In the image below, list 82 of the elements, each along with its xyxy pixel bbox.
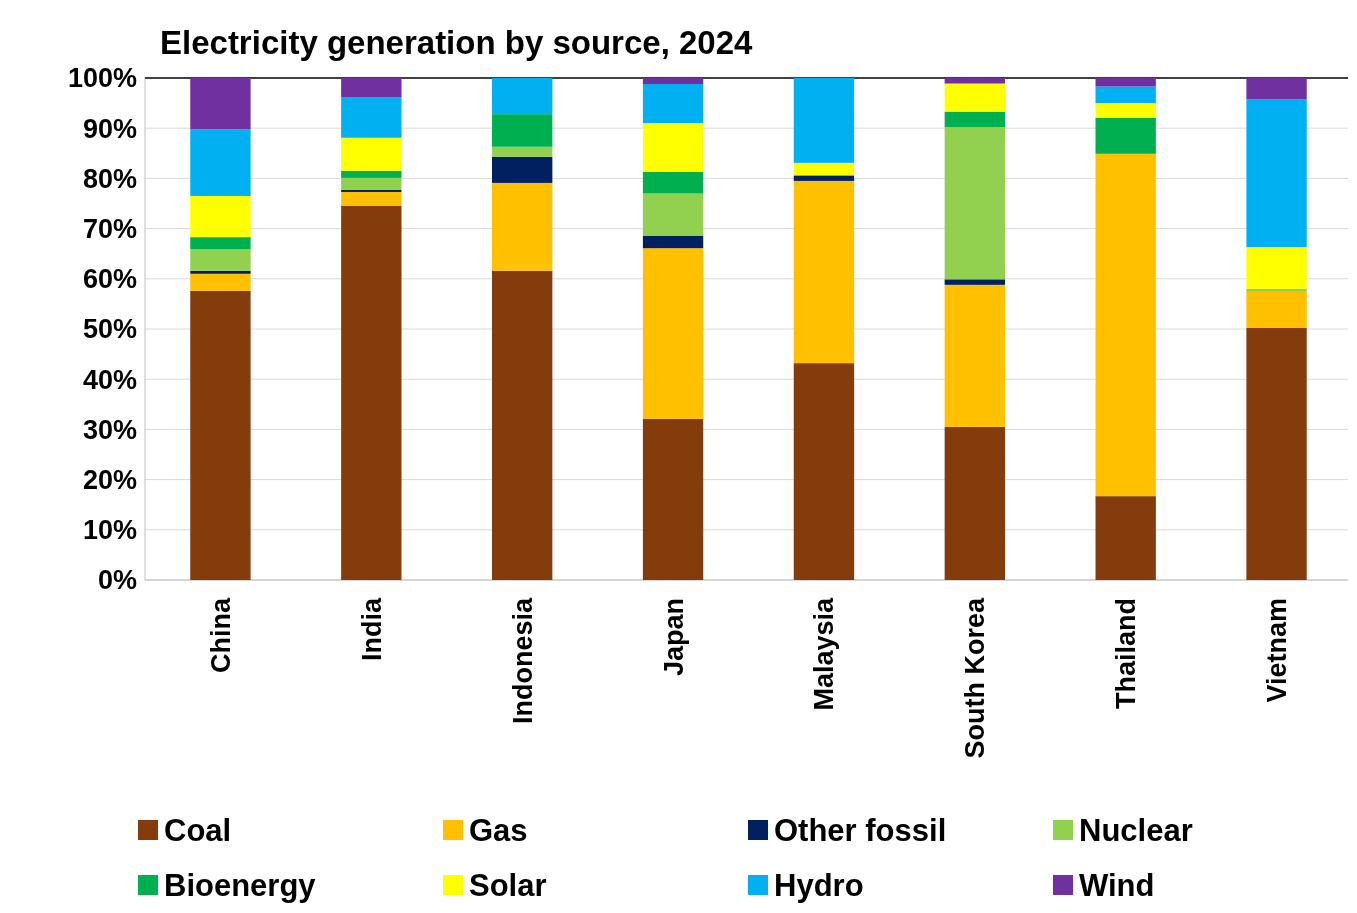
y-tick-label: 100% [67,63,137,94]
x-tick-label: South Korea [960,597,991,759]
bar [1095,78,1156,87]
bar [944,111,1005,128]
bar [642,171,704,194]
bar [642,235,704,249]
x-tick-label: Japan [658,598,689,677]
y-tick-label: 10% [82,515,137,546]
y-tick-label: 0% [97,565,137,596]
bar [944,279,1005,285]
chart-title: Electricity generation by source, 2024 [160,24,754,61]
y-tick-label: 40% [82,364,137,395]
bar [944,83,1005,112]
bar [1246,288,1307,292]
bar [1246,328,1307,580]
bar [341,189,402,192]
legend-label: Other fossil [774,812,947,848]
y-tick-label: 80% [82,163,137,194]
bar [642,193,704,236]
bar [341,97,402,138]
bar [642,418,704,580]
bar [1095,153,1156,497]
y-tick-label: 90% [82,113,137,144]
legend-label: Nuclear [1079,812,1193,848]
x-tick-label: Indonesia [507,597,538,725]
bar [190,249,251,271]
x-tick-label: Thailand [1111,598,1142,710]
bar [341,191,402,207]
bar [341,137,402,171]
bar [944,426,1005,580]
bar [793,175,855,181]
x-tick-label: China [205,597,236,674]
bar [341,177,402,190]
x-tick-label: India [356,597,387,662]
bar [1095,496,1156,580]
bar [642,248,704,419]
bar [190,195,251,238]
bar [642,84,704,124]
bar [793,162,855,176]
bar [793,363,855,580]
bar [944,284,1005,427]
bar [190,129,251,196]
bar [1095,117,1156,154]
bar [793,180,855,364]
bar [492,156,553,183]
bar [190,270,251,274]
bar [492,270,553,580]
bar [1246,78,1307,100]
bar [492,182,553,271]
bar [190,78,251,130]
bar [190,273,251,291]
bar [1246,291,1307,328]
y-tick-label: 20% [82,465,137,496]
y-tick-label: 30% [82,414,137,445]
legend-label: Wind [1079,867,1155,903]
bar [492,114,553,147]
bar [190,237,251,250]
bar [492,78,553,115]
y-tick-label: 60% [82,264,137,295]
bar [1095,103,1156,118]
legend-label: Gas [469,812,528,848]
legend-label: Bioenergy [164,867,317,903]
x-tick-label: Vietnam [1262,598,1293,703]
bar [492,146,553,157]
bar [1246,99,1307,248]
bar [642,78,704,85]
bar [793,78,855,163]
legend-label: Solar [469,867,547,903]
bar [642,123,704,172]
legend-label: Coal [164,812,232,848]
bar [190,290,251,580]
y-tick-label: 50% [82,314,137,345]
y-tick-label: 70% [82,214,137,245]
bar [944,78,1005,84]
legend-label: Hydro [774,867,864,903]
bar [341,206,402,580]
bar [341,78,402,98]
bar [1095,86,1156,104]
x-tick-label: Malaysia [809,597,840,711]
bar [944,127,1005,280]
bar [341,170,402,178]
bar [1246,247,1307,289]
